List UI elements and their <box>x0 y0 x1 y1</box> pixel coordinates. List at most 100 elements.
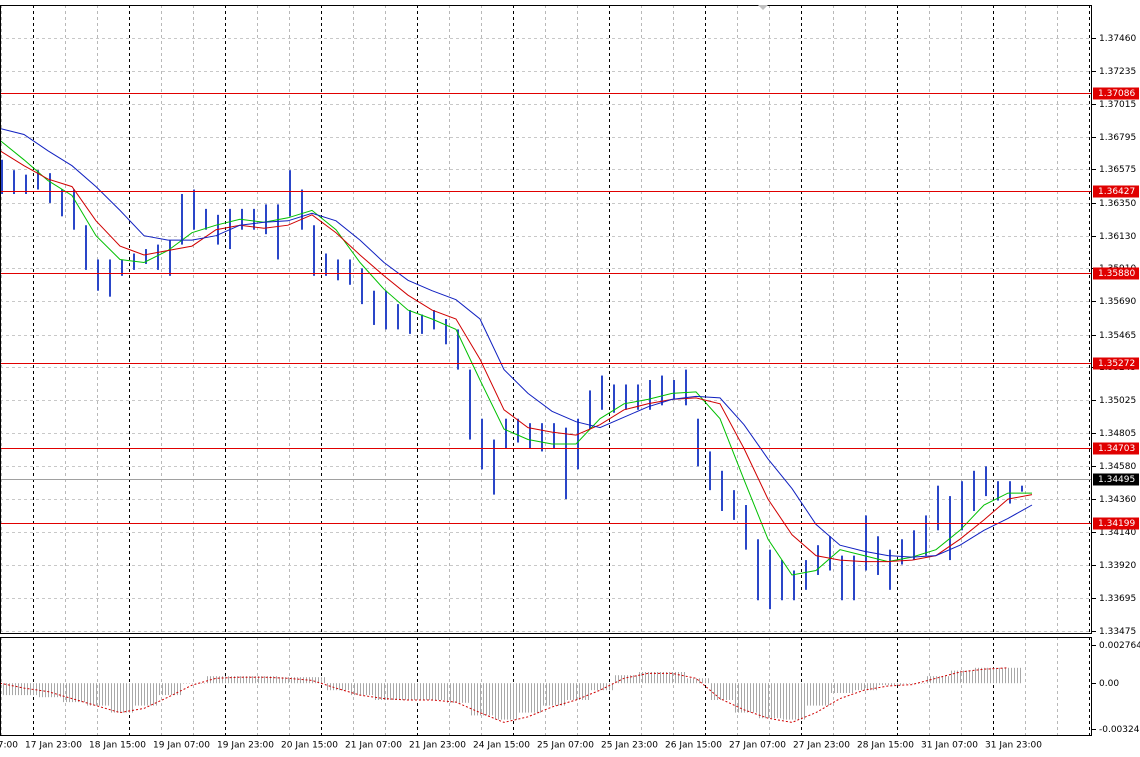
histogram-bar <box>710 683 734 700</box>
y-tick-label: 1.33695 <box>1099 594 1136 604</box>
x-tick-label: 21 Jan 23:00 <box>409 741 466 751</box>
x-tick-label: 17 Jan 23:00 <box>25 741 82 751</box>
histogram-bar <box>806 683 830 706</box>
shift-marker <box>758 5 768 10</box>
histogram-bar <box>326 683 350 691</box>
histogram-bar <box>854 683 878 691</box>
histogram-bar <box>902 683 926 684</box>
y-tick-label: 1.34360 <box>1099 495 1136 505</box>
moving-average <box>0 140 1032 576</box>
histogram-bar <box>374 683 398 700</box>
level-label-box <box>1093 357 1139 370</box>
y-tick-label: 1.33920 <box>1099 561 1136 571</box>
histogram-bar <box>590 683 614 691</box>
histogram-bar <box>782 683 806 720</box>
moving-average <box>0 128 1033 558</box>
histogram-bar <box>638 672 662 684</box>
histogram-bar <box>158 683 182 696</box>
level-label-box <box>1093 517 1139 530</box>
x-tick-label: 19 Jan 07:00 <box>153 741 210 751</box>
histogram-bar <box>542 683 566 706</box>
histogram-bar <box>974 667 998 684</box>
histogram-bar <box>302 677 326 684</box>
x-tick-label: 20 Jan 15:00 <box>281 741 338 751</box>
level-label-box <box>1093 267 1139 280</box>
axes: 1.37460 1.37235 1.37015 1.36795 1.36575 1.363… <box>0 34 1140 751</box>
x-tick-label: 18 Jan 15:00 <box>89 741 146 751</box>
x-tick-label: 27 Jan 23:00 <box>793 741 850 751</box>
y-tick-label: 1.36795 <box>1099 133 1136 143</box>
histogram-bar <box>950 670 974 684</box>
histogram-bar <box>662 672 686 684</box>
y-tick-label: 1.34140 <box>1099 528 1136 538</box>
current-price-label: 1.34495 <box>1098 475 1135 485</box>
histogram-bar <box>350 683 374 696</box>
x-tick-label: 25 Jan 23:00 <box>601 741 658 751</box>
grid <box>0 5 1092 735</box>
x-tick-label: 21 Jan 07:00 <box>345 741 402 751</box>
histogram-bar <box>734 683 758 713</box>
histogram-bar <box>254 676 278 684</box>
histogram-bar <box>230 676 254 684</box>
y-tick-label: 1.34805 <box>1099 429 1136 439</box>
level-label: 1.34199 <box>1098 519 1135 529</box>
histogram-bar <box>0 683 14 696</box>
level-label: 1.37086 <box>1098 89 1135 99</box>
level-label-box <box>1093 87 1139 100</box>
histogram-bar <box>86 683 110 706</box>
level-label-box <box>1093 185 1139 198</box>
oscillator-frame <box>0 637 1092 736</box>
level-label: 1.35880 <box>1098 269 1135 279</box>
x-tick-label: 25 Jan 07:00 <box>537 741 594 751</box>
x-tick-label: 27 Jan 07:00 <box>729 741 786 751</box>
level-label-box <box>1093 442 1139 455</box>
x-tick-label: 31 Jan 23:00 <box>985 741 1042 751</box>
histogram-bar <box>470 683 494 716</box>
price-frame <box>0 5 1092 634</box>
y-tick-label: 1.36350 <box>1099 199 1136 209</box>
y-tick-label: 0.00 <box>1099 679 1119 689</box>
current-price-box <box>1093 473 1139 486</box>
oscillator-panel <box>0 667 1022 723</box>
x-tick-label: 26 Jan 15:00 <box>665 741 722 751</box>
histogram-bar <box>62 683 86 703</box>
x-tick-label: 28 Jan 15:00 <box>857 741 914 751</box>
histogram-bar <box>38 683 62 698</box>
histogram-bar <box>758 683 782 719</box>
x-tick-label: 24 Jan 15:00 <box>473 741 530 751</box>
y-tick-label: 1.36575 <box>1099 165 1136 175</box>
histogram-bar <box>518 683 542 713</box>
level-label: 1.34703 <box>1098 444 1135 454</box>
histogram-bar <box>926 676 950 684</box>
x-tick-label: 31 Jan 07:00 <box>921 741 978 751</box>
histogram-bar <box>206 676 230 684</box>
y-tick-label: 1.33475 <box>1099 627 1136 637</box>
y-tick-label: 1.37460 <box>1099 34 1136 44</box>
y-tick-label: 1.37235 <box>1099 67 1136 77</box>
histogram-bar <box>134 683 158 706</box>
price-panel <box>0 93 1092 610</box>
histogram-bar <box>830 683 854 693</box>
histogram-bar <box>398 683 422 700</box>
signal-line <box>0 667 1009 723</box>
y-tick-label: 1.36130 <box>1099 232 1136 242</box>
histogram-bar <box>998 667 1022 684</box>
histogram-bar <box>878 683 902 686</box>
y-tick-label: 1.35465 <box>1099 331 1136 341</box>
histogram-bar <box>110 683 134 713</box>
y-tick-label: 1.35025 <box>1099 396 1136 406</box>
histogram-bar <box>686 678 710 684</box>
histogram-bar <box>566 683 590 700</box>
y-tick-label: 0.002764 <box>1099 641 1140 651</box>
histogram-bar <box>14 683 38 696</box>
moving-average <box>0 150 1033 563</box>
level-label: 1.35272 <box>1098 359 1135 369</box>
histogram-bar <box>494 683 518 720</box>
x-tick-label: 7:00 <box>0 741 18 751</box>
y-tick-label: 1.37015 <box>1099 100 1136 110</box>
histogram-bar <box>182 683 206 684</box>
y-tick-label: 1.35690 <box>1099 297 1136 307</box>
x-tick-label: 19 Jan 23:00 <box>217 741 274 751</box>
